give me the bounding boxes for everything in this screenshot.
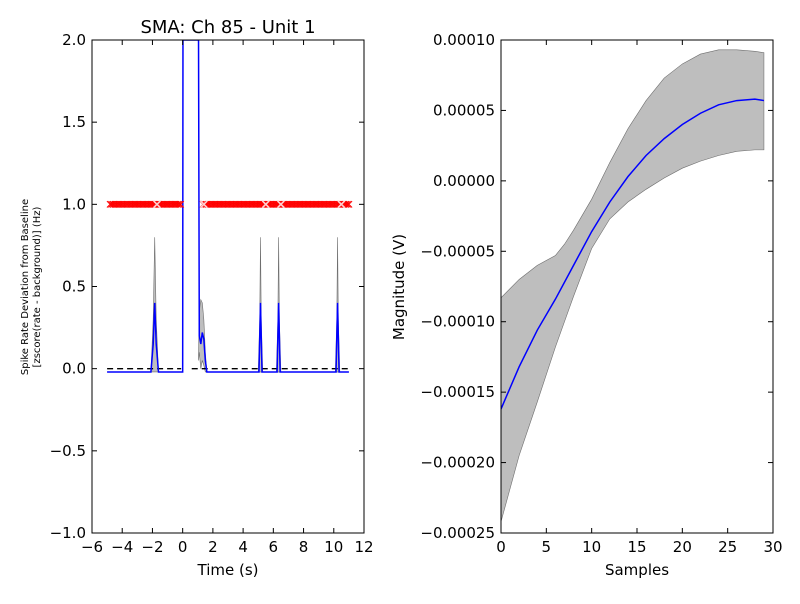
left-plot: −6 −4 −2 0 2 4 6 8 10 12 −1.0 −0.5 0.0 0.5 1.0 1.5 2.0 S…: [20, 17, 374, 579]
left-x-axis-label: Time (s): [197, 561, 259, 579]
left-plot-area: [92, 40, 364, 533]
right-plot-data: [501, 49, 765, 522]
y-tick-label: 0.00010: [433, 31, 495, 49]
series-line-0: [107, 40, 349, 373]
x-tick-label: 0: [178, 538, 188, 556]
x-tick-label: 10: [582, 538, 601, 556]
x-tick-label: 10: [324, 538, 343, 556]
x-tick-label: 15: [627, 538, 646, 556]
y-tick-label: 0.00005: [433, 101, 495, 119]
y-tick-label: −0.00025: [420, 524, 495, 542]
raster-marker-highlight: [337, 200, 346, 209]
raster-marker-highlight: [199, 200, 208, 209]
x-tick-label: 25: [718, 538, 737, 556]
left-plot-ticks: −6 −4 −2 0 2 4 6 8 10 12 −1.0 −0.5 0.0 0.5 1.0 1.5 2.0: [50, 31, 374, 556]
y-tick-label: 0.5: [62, 278, 86, 296]
x-tick-label: 5: [542, 538, 552, 556]
y-tick-label: −0.5: [50, 442, 86, 460]
x-tick-label: −2: [141, 538, 163, 556]
x-tick-label: 6: [269, 538, 279, 556]
y-tick-label: 2.0: [62, 31, 86, 49]
x-tick-label: 0: [496, 538, 506, 556]
left-plot-title: SMA: Ch 85 - Unit 1: [140, 17, 315, 38]
x-tick-label: 20: [673, 538, 692, 556]
confidence-band-0: [501, 49, 765, 522]
x-tick-label: 4: [238, 538, 248, 556]
right-x-axis-label: Samples: [605, 561, 669, 579]
confidence-band-0: [107, 237, 182, 373]
y-tick-label: −1.0: [50, 524, 86, 542]
raster-marker: [175, 200, 183, 208]
y-tick-label: 1.0: [62, 195, 86, 213]
y-tick-label: 1.5: [62, 113, 86, 131]
x-tick-label: 30: [763, 538, 782, 556]
raster-marker: [173, 200, 181, 208]
y-tick-label: −0.00015: [420, 383, 495, 401]
x-tick-label: 2: [208, 538, 218, 556]
right-plot: 0 5 10 15 20 25 30 −0.00025 −0.00020 −0.00015 −0.0…: [390, 31, 783, 579]
left-plot-data: [106, 40, 353, 373]
x-tick-label: −6: [81, 538, 103, 556]
raster-markers: [106, 200, 353, 209]
right-plot-ticks: 0 5 10 15 20 25 30 −0.00025 −0.00020 −0.00015 −0.0…: [420, 31, 782, 556]
x-tick-label: 12: [354, 538, 373, 556]
x-tick-label: −4: [111, 538, 133, 556]
y-tick-label: −0.00020: [420, 454, 495, 472]
raster-marker-highlight: [261, 200, 270, 209]
x-tick-label: 8: [299, 538, 309, 556]
raster-marker: [345, 200, 353, 208]
left-y-axis-label-line1: Spike Rate Deviation from Baseline: [20, 199, 31, 375]
raster-marker: [343, 200, 351, 208]
y-tick-label: −0.00005: [420, 242, 495, 260]
raster-marker-highlight: [153, 200, 161, 209]
raster-marker-highlight: [276, 200, 285, 209]
series-line-0: [501, 98, 765, 410]
left-y-axis-label-line2: [zscore(rate - background)] (Hz): [32, 206, 43, 367]
y-tick-label: 0.00000: [433, 172, 495, 190]
right-y-axis-label: Magnitude (V): [390, 234, 408, 340]
y-tick-label: −0.00010: [420, 313, 495, 331]
raster-marker: [177, 200, 185, 208]
y-tick-label: 0.0: [62, 360, 86, 378]
